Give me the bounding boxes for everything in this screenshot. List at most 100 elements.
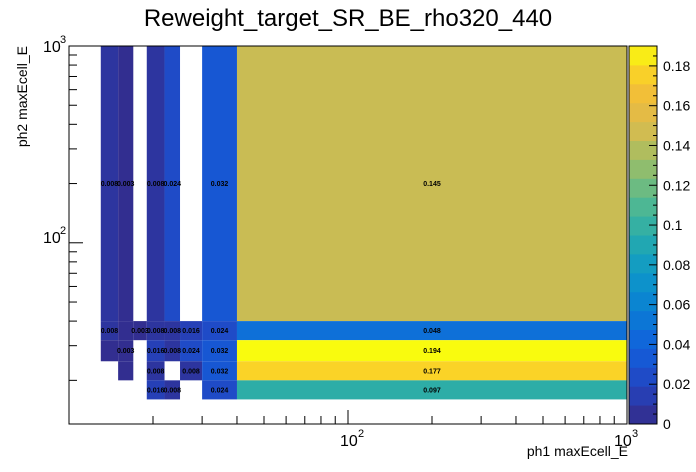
colorbar-tick-label: 0.02 bbox=[663, 376, 690, 392]
colorbar-segment bbox=[629, 235, 657, 255]
cell-value-label: 0.008 bbox=[101, 181, 119, 188]
cell-value-label: 0.008 bbox=[147, 368, 165, 375]
colorbar-tick-label: 0.12 bbox=[663, 177, 690, 193]
heatmap-cell bbox=[180, 321, 203, 341]
heatmap-cell bbox=[180, 361, 203, 381]
svg-text:10: 10 bbox=[340, 433, 358, 450]
cell-value-label: 0.003 bbox=[117, 348, 135, 355]
cell-value-label: 0.032 bbox=[211, 368, 229, 375]
cell-value-label: 0.145 bbox=[423, 181, 441, 188]
heatmap-cell bbox=[202, 380, 237, 400]
cell-value-label: 0.008 bbox=[164, 387, 182, 394]
colorbar-tick-label: 0.16 bbox=[663, 98, 690, 114]
colorbar-segment bbox=[629, 121, 657, 141]
heatmap-cell bbox=[146, 321, 165, 341]
y-axis-ticks bbox=[69, 45, 83, 381]
heatmap-cell bbox=[146, 340, 165, 362]
x-axis-label: ph1 maxEcell_E bbox=[527, 443, 628, 459]
heatmap-cell bbox=[202, 46, 237, 322]
colorbar-tick-label: 0.04 bbox=[663, 336, 690, 352]
colorbar-segment bbox=[629, 178, 657, 198]
colorbar-tick-label: 0 bbox=[663, 416, 671, 432]
heatmap-cell bbox=[100, 46, 119, 322]
cell-value-label: 0.008 bbox=[164, 328, 182, 335]
colorbar-segment bbox=[629, 140, 657, 160]
heatmap-cell bbox=[180, 340, 203, 362]
colorbar-segment bbox=[629, 159, 657, 179]
x-axis-ticks bbox=[152, 410, 628, 424]
heatmap-cell bbox=[164, 321, 181, 341]
cell-value-label: 0.177 bbox=[423, 368, 441, 375]
heatmap-cell bbox=[100, 340, 119, 362]
svg-text:3: 3 bbox=[632, 428, 638, 440]
colorbar-segment bbox=[629, 102, 657, 123]
heatmap-cell bbox=[100, 321, 119, 341]
chart-title: Reweight_target_SR_BE_rho320_440 bbox=[144, 5, 552, 32]
heatmap-cell bbox=[118, 46, 134, 322]
svg-text:2: 2 bbox=[358, 428, 364, 440]
svg-text:10: 10 bbox=[43, 230, 61, 247]
y-tick-label-1000: 10 3 bbox=[43, 34, 66, 56]
cell-value-label: 0.194 bbox=[423, 348, 441, 355]
colorbar-segment bbox=[629, 329, 657, 349]
colorbar-segment bbox=[629, 310, 657, 330]
heatmap-cell bbox=[202, 321, 237, 341]
x-tick-label-100: 10 2 bbox=[340, 428, 364, 450]
colorbar-tick-label: 0.08 bbox=[663, 257, 690, 273]
colorbar-segment bbox=[629, 46, 657, 66]
y-axis-label: ph2 maxEcell_E bbox=[14, 46, 30, 147]
colorbar-tick-label: 0.1 bbox=[663, 217, 683, 233]
cell-value-label: 0.024 bbox=[182, 348, 200, 355]
heatmap-cell bbox=[164, 340, 181, 362]
heatmap-cell bbox=[133, 321, 147, 341]
svg-text:10: 10 bbox=[43, 39, 61, 56]
colorbar-segment bbox=[629, 386, 657, 406]
heatmap-cell bbox=[202, 340, 237, 362]
cell-value-label: 0.032 bbox=[211, 181, 229, 188]
cell-value-label: 0.032 bbox=[211, 348, 229, 355]
heatmap-cell bbox=[164, 46, 181, 322]
heatmap-cell bbox=[236, 46, 627, 322]
heatmap-cell bbox=[118, 340, 134, 362]
svg-text:10: 10 bbox=[614, 433, 632, 450]
cell-value-label: 0.016 bbox=[147, 348, 165, 355]
colorbar-segment bbox=[629, 216, 657, 236]
heatmap-cell bbox=[146, 361, 165, 381]
heatmap-cells bbox=[100, 46, 627, 400]
heatmap-cell bbox=[236, 340, 627, 362]
heatmap-cell bbox=[236, 361, 627, 381]
colorbar-segment bbox=[629, 348, 657, 368]
colorbar-segment bbox=[629, 405, 657, 425]
colorbar-ticks: 0 0.02 0.04 0.06 0.08 0.1 0.12 0.14 0.16 0.18 bbox=[649, 45, 690, 432]
cell-value-label: 0.008 bbox=[147, 181, 165, 188]
heatmap-cell bbox=[164, 380, 181, 400]
cell-value-label: 0.048 bbox=[423, 328, 441, 335]
x-tick-label-1000: 10 3 bbox=[614, 428, 638, 450]
colorbar-segment bbox=[629, 83, 657, 104]
colorbar-tick-label: 0.06 bbox=[663, 297, 690, 313]
colorbar bbox=[628, 45, 658, 425]
colorbar-tick-label: 0.18 bbox=[663, 58, 690, 74]
cell-value-label: 0.003 bbox=[117, 181, 135, 188]
heatmap-cell bbox=[146, 46, 165, 322]
colorbar-segment bbox=[629, 367, 657, 387]
heatmap-cell bbox=[118, 321, 134, 341]
heatmap-cell bbox=[202, 361, 237, 381]
colorbar-tick-label: 0.14 bbox=[663, 137, 690, 153]
cell-value-label: 0.008 bbox=[147, 328, 165, 335]
cell-value-label: 0.008 bbox=[182, 368, 200, 375]
y-tick-label-100: 10 2 bbox=[43, 225, 66, 247]
cell-value-label: 0.024 bbox=[164, 181, 182, 188]
cell-value-label: 0.016 bbox=[147, 387, 165, 394]
colorbar-segment bbox=[629, 253, 657, 274]
cell-value-label: 0.097 bbox=[423, 387, 441, 394]
colorbar-segment bbox=[629, 291, 657, 312]
svg-text:2: 2 bbox=[60, 225, 66, 237]
heatmap-cell bbox=[236, 380, 627, 400]
cell-value-label: 0.016 bbox=[182, 328, 200, 335]
heatmap-cell bbox=[236, 321, 627, 341]
cell-value-label: 0.024 bbox=[211, 328, 229, 335]
colorbar-segment bbox=[629, 197, 657, 217]
